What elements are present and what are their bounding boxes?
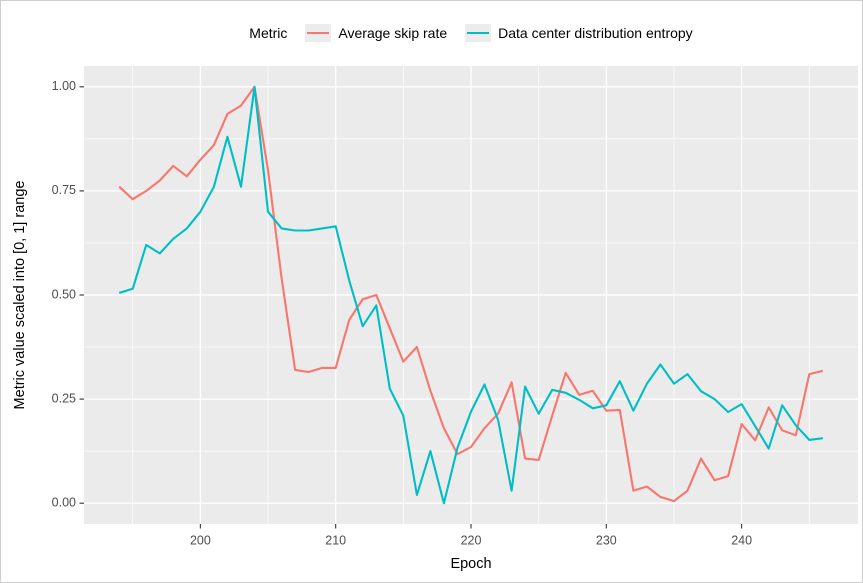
legend-key [465,24,492,42]
series-line-average-skip-rate [118,85,824,503]
x-tick-label: 230 [596,533,617,547]
x-axis-title: Epoch [450,556,492,572]
x-tick-label: 210 [325,533,346,547]
y-tick-label: 1.00 [52,79,76,93]
legend-item-average-skip-rate: Average skip rate [305,24,447,42]
legend-item-label: Data center distribution entropy [498,25,693,41]
legend: Metric Average skip rate Data center dis… [84,9,858,57]
y-tick-label: 0.25 [52,391,76,405]
line-swatch-icon [307,31,330,35]
y-tick-label: 0.00 [52,495,76,509]
line-swatch-icon [467,31,490,35]
legend-item-label: Average skip rate [338,25,448,41]
legend-title: Metric [249,25,288,41]
y-tick-label: 0.50 [52,287,76,301]
series-line-data-center-distribution-entropy [118,85,823,505]
x-tick-label: 200 [190,533,211,547]
legend-key [305,24,332,42]
x-tick-label: 240 [731,533,752,547]
x-tick-label: 220 [461,533,482,547]
y-tick-label: 0.75 [52,183,76,197]
legend-item-entropy: Data center distribution entropy [465,24,693,42]
